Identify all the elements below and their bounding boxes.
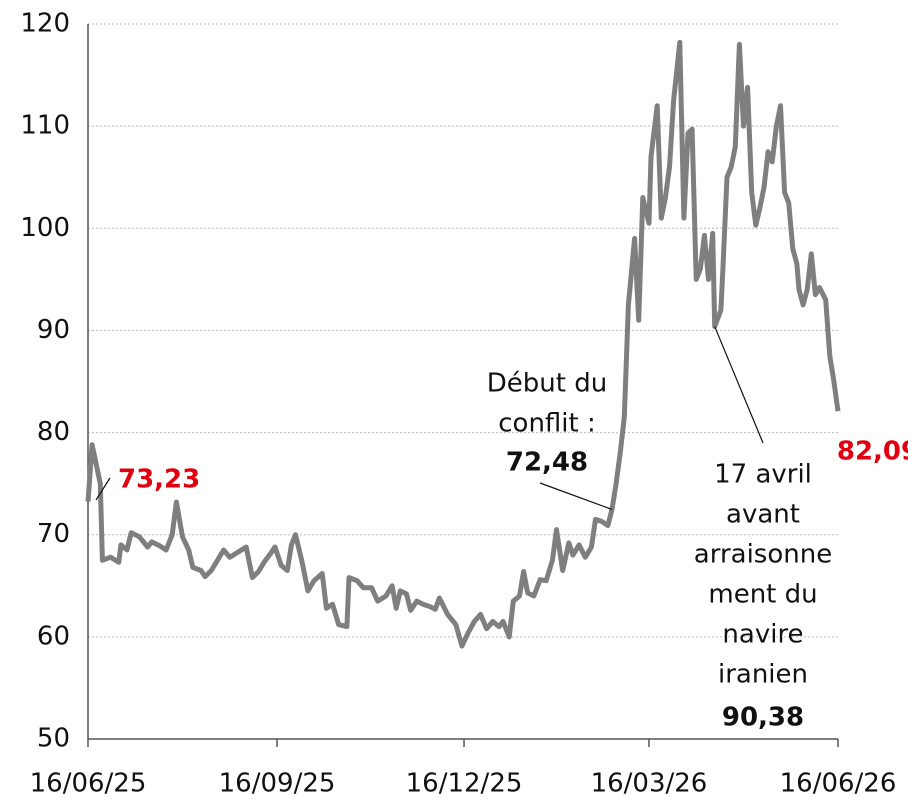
y-tick-label: 120 [20,9,70,39]
y-tick-label: 50 [37,724,70,754]
y-tick-label: 110 [20,111,70,141]
leader-line [714,326,764,444]
annotation: conflit : [498,409,596,439]
value-label: 90,38 [722,703,804,733]
x-tick-label: 16/12/25 [406,769,523,799]
annotation: navire [722,620,803,650]
leader-line [539,482,613,510]
value-label: 82,09 [837,437,908,467]
annotation: arraisonne [694,540,832,570]
y-tick-label: 60 [37,621,70,651]
value-label: 72,48 [506,448,588,478]
value-label: 73,23 [118,465,200,495]
y-tick-label: 100 [20,213,70,243]
x-tick-label: 16/06/26 [780,769,897,799]
x-tick-label: 16/06/25 [30,769,147,799]
price-line [85,39,841,649]
annotation: avant [726,500,800,530]
y-tick-label: 80 [37,417,70,447]
annotation: iranien [718,660,808,690]
annotation: ment du [708,580,817,610]
annotation: 17 avril [714,460,812,490]
y-tick-label: 90 [37,315,70,345]
y-tick-label: 70 [37,519,70,549]
x-tick-label: 16/09/25 [219,769,336,799]
x-tick-label: 16/03/26 [591,769,708,799]
leader-line [95,477,111,501]
annotation: Début du [487,369,607,399]
